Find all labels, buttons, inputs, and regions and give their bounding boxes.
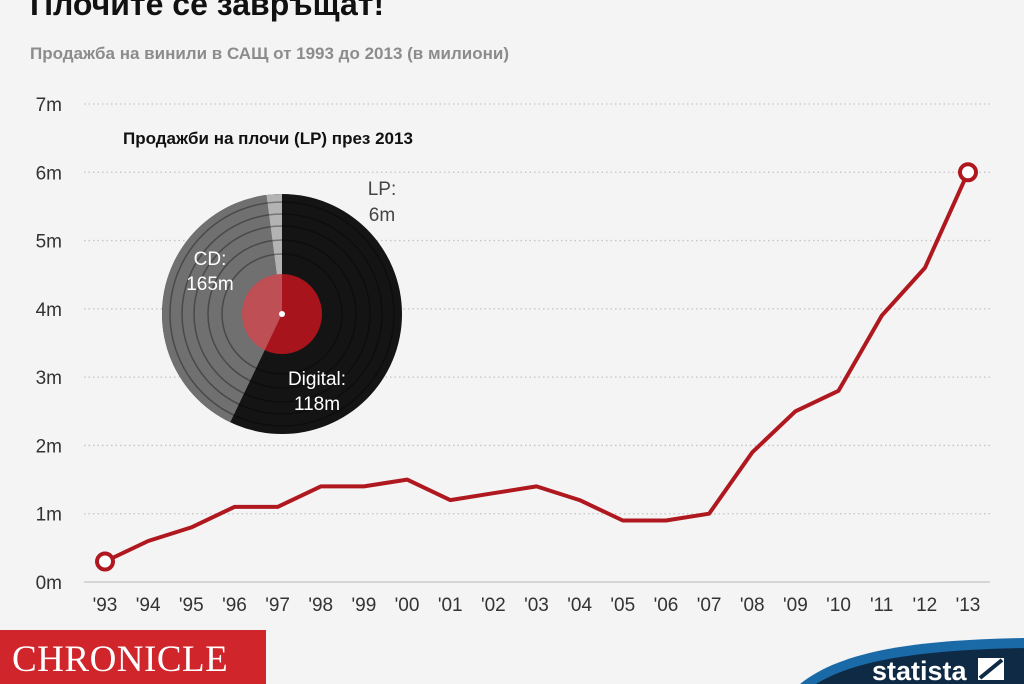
x-tick-label: '94 [136,595,161,616]
x-tick-label: '04 [567,595,592,616]
pie-slice-label: LP: [368,179,397,200]
vinyl-record-icon [161,194,402,434]
gridlines [84,103,990,583]
pie-slice-label: Digital: [288,369,346,390]
y-tick-label: 1m [36,505,62,526]
inset-title: Продажби на плочи (LP) през 2013 [123,129,413,148]
x-tick-label: '97 [265,595,290,616]
x-tick-label: '05 [610,595,635,616]
x-tick-label: '12 [912,595,937,616]
vinyl-label-highlight [241,274,282,351]
x-tick-label: '99 [352,595,377,616]
pie-slice-value: 165m [186,274,234,295]
pie-slice-value: 6m [369,205,395,226]
vinyl-groove [181,213,383,415]
y-tick-label: 6m [36,163,62,184]
y-tick-label: 7m [36,95,62,116]
x-tick-label: '06 [654,595,679,616]
y-tick-label: 5m [36,232,62,253]
vinyl-groove [207,239,357,389]
x-tick-label: '96 [222,595,247,616]
y-tick-label: 0m [36,573,62,594]
vinyl-spindle [279,311,285,317]
x-tick-label: '00 [395,595,420,616]
endpoint-markers [95,162,978,572]
chronicle-logo: CHRONICLE [0,630,266,684]
x-tick-label: '93 [93,595,118,616]
statista-logo-text: statista [872,656,968,684]
statista-logo: statista [800,638,1024,684]
x-tick-label: '95 [179,595,204,616]
y-tick-label: 4m [36,300,62,321]
x-tick-label: '01 [438,595,463,616]
x-tick-label: '98 [308,595,333,616]
vinyl-groove [221,253,343,375]
data-point-marker [958,162,978,183]
x-tick-label: '07 [697,595,722,616]
y-tick-label: 3m [36,368,62,389]
vinyl-groove [193,225,371,403]
x-tick-label: '11 [870,595,893,616]
chart-subtitle: Продажба на винили в САЩ от 1993 до 2013… [30,44,509,63]
x-tick-label: '08 [740,595,765,616]
x-axis-ticks: '93 '94 '95 '96 '97 '98 '99 '00 '01 '02 '03 '04 '05 '… [93,595,981,616]
y-axis-ticks: 0m 1m 2m 3m 4m 5m 6m 7m [36,95,62,594]
pie-slice-label: CD: [194,249,227,270]
y-tick-label: 2m [36,436,62,457]
pie-slice-labels: CD: 165m Digital: 118m LP: 6m [186,179,396,415]
data-point-marker [95,551,115,572]
x-tick-label: '10 [826,595,851,616]
chronicle-logo-text: CHRONICLE [12,639,229,680]
chart-title: Плочите се завръщат! [30,0,385,22]
vinyl-groove [169,201,395,427]
x-tick-label: '09 [783,595,808,616]
x-tick-label: '02 [481,595,506,616]
pie-slice-value: 118m [294,394,340,415]
pie-slice [161,195,282,423]
series-line [103,170,970,564]
x-tick-label: '13 [956,595,981,616]
vinyl-record-inset: Продажби на плочи (LP) през 2013 CD: 165m… [123,129,413,434]
statista-mark-icon [978,658,1004,680]
statista-band [816,648,1024,684]
x-tick-label: '03 [524,595,549,616]
